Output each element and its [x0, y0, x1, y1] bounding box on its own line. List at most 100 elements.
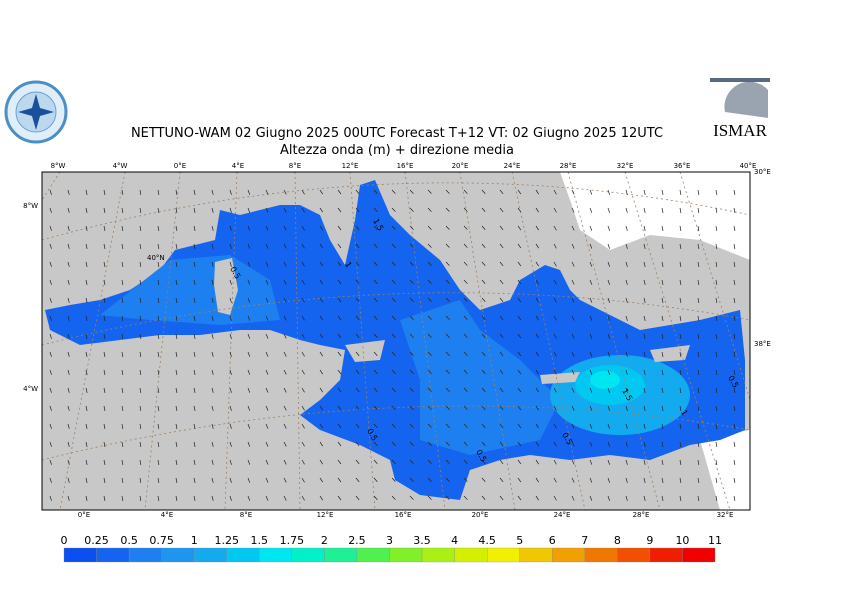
wave-direction	[139, 333, 142, 339]
wave-direction	[337, 405, 342, 411]
wave-direction	[463, 279, 468, 284]
wave-direction	[607, 243, 610, 249]
wave-direction	[247, 369, 251, 375]
wave-direction	[157, 387, 160, 393]
lat-label: 40°N	[147, 254, 165, 262]
wave-direction	[211, 243, 214, 249]
wave-direction	[193, 351, 196, 357]
wave-direction	[175, 423, 178, 429]
wave-direction	[733, 369, 736, 375]
wave-direction	[337, 477, 342, 483]
lon-label: 40°E	[740, 162, 757, 170]
wave-direction	[481, 189, 486, 195]
wave-direction	[589, 459, 593, 465]
wave-direction	[319, 351, 324, 357]
colorbar-label: 2.5	[348, 534, 366, 547]
wave-direction	[679, 387, 682, 393]
wave-direction	[85, 423, 88, 429]
wave-direction	[247, 297, 251, 303]
wave-direction	[625, 387, 628, 393]
wave-direction	[247, 225, 251, 231]
wave-direction	[229, 333, 232, 339]
wave-direction	[355, 225, 360, 231]
wave-direction	[103, 477, 106, 483]
wave-direction	[247, 477, 251, 483]
wave-direction	[427, 441, 432, 446]
wave-direction	[679, 333, 682, 339]
wave-direction	[463, 387, 468, 392]
wave-direction	[121, 459, 124, 465]
wave-direction	[283, 405, 287, 411]
lat-label: 30°E	[754, 168, 771, 176]
wave-direction	[355, 333, 360, 339]
wave-direction	[589, 315, 593, 321]
wave-direction	[589, 369, 593, 375]
color-swatch	[584, 547, 618, 563]
wave-direction	[535, 423, 539, 429]
wave-direction	[49, 207, 52, 213]
wave-direction	[265, 405, 269, 411]
wave-direction	[733, 225, 736, 231]
wave-direction	[175, 261, 178, 267]
wave-direction	[661, 297, 664, 303]
wave-direction	[373, 405, 378, 410]
wave-direction	[517, 477, 522, 483]
wave-direction	[49, 441, 52, 447]
wave-direction	[67, 243, 70, 249]
wave-direction	[391, 477, 396, 482]
wave-direction	[733, 441, 736, 447]
wave-direction	[103, 207, 106, 213]
wave-direction	[409, 333, 414, 338]
wave-direction	[625, 369, 628, 375]
wave-direction	[67, 405, 70, 411]
wave-direction	[211, 441, 214, 447]
colorbar-label: 1.25	[215, 534, 240, 547]
lon-label: 4°E	[161, 511, 173, 519]
wave-direction	[661, 225, 664, 231]
wave-direction	[481, 423, 486, 429]
wave-direction	[337, 351, 342, 357]
wave-direction	[193, 189, 196, 195]
wave-direction	[553, 261, 557, 267]
wave-direction	[643, 333, 646, 339]
wave-direction	[103, 279, 106, 285]
wave-direction	[553, 423, 557, 429]
wave-direction	[391, 333, 396, 338]
wave-direction	[247, 243, 251, 249]
wave-direction	[139, 423, 142, 429]
wave-direction	[481, 351, 486, 357]
wave-direction	[319, 405, 324, 411]
lon-label: 20°E	[472, 511, 489, 519]
wave-direction	[193, 495, 196, 501]
color-swatch	[161, 547, 195, 563]
wave-direction	[445, 315, 450, 320]
wave-direction	[715, 459, 718, 465]
wave-direction	[211, 333, 214, 339]
wave-direction	[553, 297, 557, 303]
wave-direction	[391, 261, 396, 266]
wave-direction	[85, 315, 88, 321]
lon-label: 24°E	[554, 511, 571, 519]
wave-direction	[589, 189, 593, 195]
wave-direction	[265, 423, 269, 429]
lon-label: 0°E	[174, 162, 186, 170]
wave-direction	[643, 189, 646, 195]
wave-direction	[535, 369, 539, 375]
lon-label: 20°E	[452, 162, 469, 170]
wave-direction	[67, 333, 70, 339]
wave-direction	[211, 405, 214, 411]
wave-direction	[247, 333, 251, 339]
wave-direction	[283, 261, 287, 267]
wave-direction	[697, 387, 700, 393]
colorbar-label: 4.5	[478, 534, 496, 547]
wave-direction	[139, 279, 142, 285]
wave-direction	[211, 369, 214, 375]
wave-direction	[499, 423, 504, 429]
wave-direction	[193, 387, 196, 393]
wave-direction	[373, 495, 378, 500]
wave-direction	[661, 315, 664, 321]
wave-direction	[445, 279, 450, 284]
wave-direction	[49, 297, 52, 303]
wave-direction	[661, 261, 664, 267]
wave-direction	[49, 189, 52, 195]
